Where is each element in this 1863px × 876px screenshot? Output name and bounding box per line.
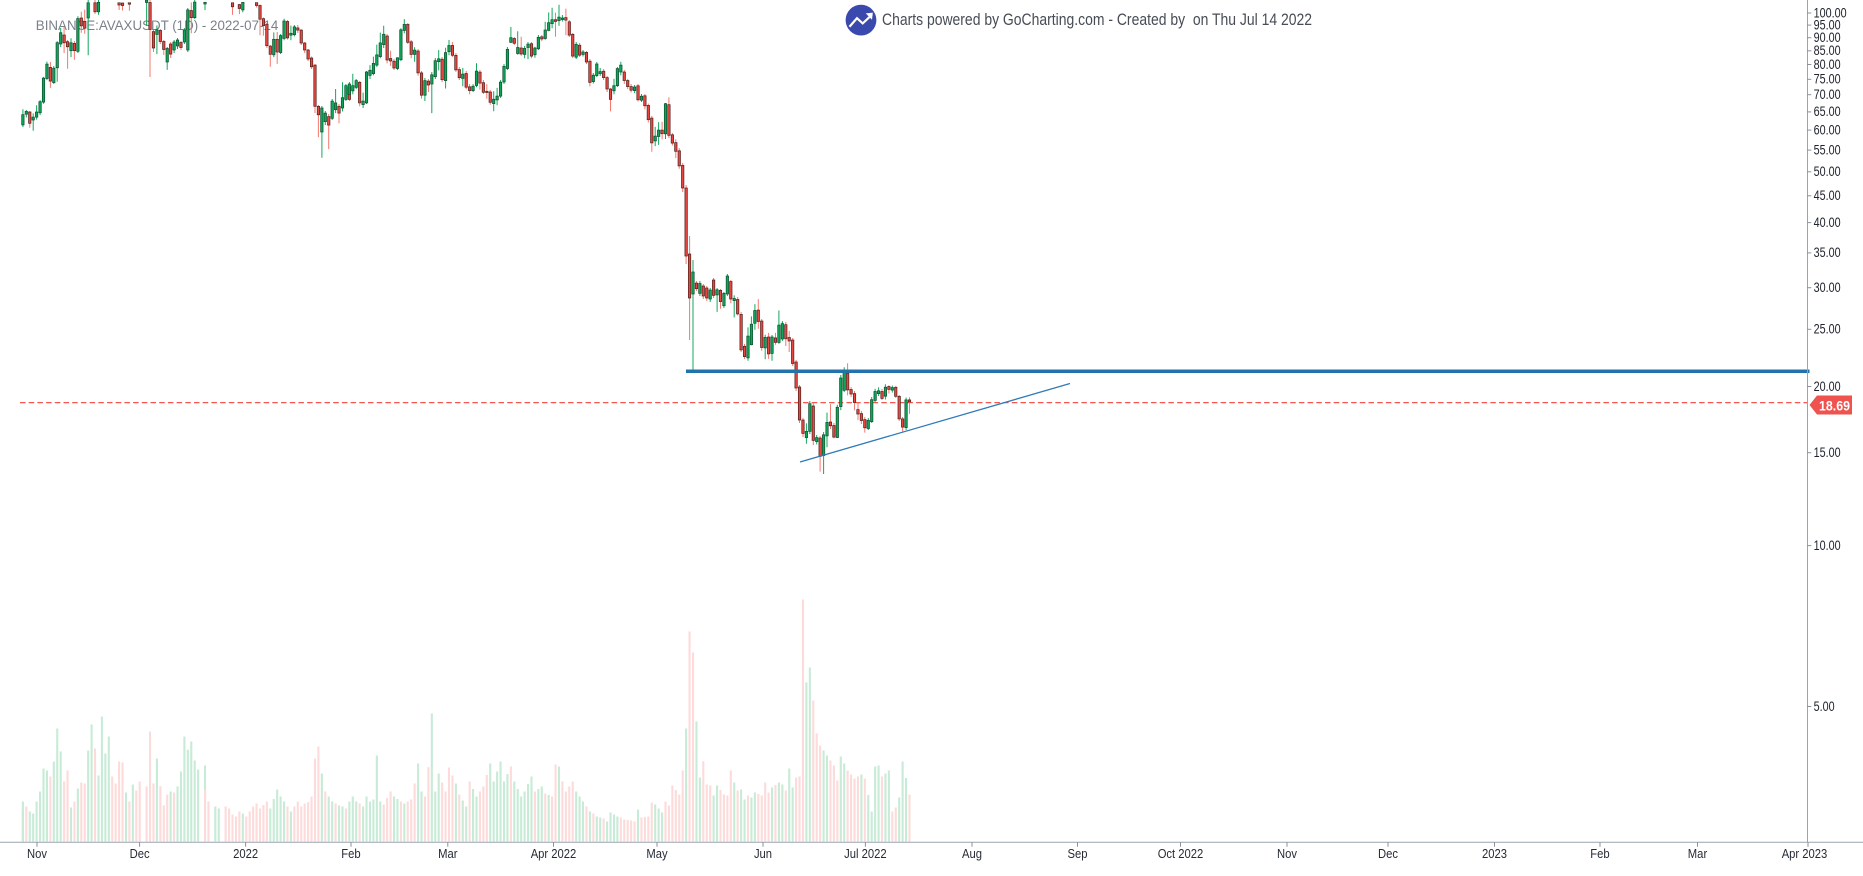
svg-text:30.00: 30.00 <box>1814 280 1841 295</box>
svg-text:15.00: 15.00 <box>1814 445 1841 460</box>
svg-text:45.00: 45.00 <box>1814 188 1841 203</box>
svg-text:Sep: Sep <box>1068 846 1088 861</box>
svg-text:2023: 2023 <box>1482 846 1507 861</box>
svg-text:100.00: 100.00 <box>1814 5 1847 20</box>
svg-text:18.69: 18.69 <box>1819 397 1850 413</box>
svg-text:90.00: 90.00 <box>1814 30 1841 45</box>
svg-text:Dec: Dec <box>130 846 150 861</box>
svg-text:2022: 2022 <box>233 846 258 861</box>
svg-text:Apr 2023: Apr 2023 <box>1782 846 1828 861</box>
svg-text:Feb: Feb <box>1590 846 1609 861</box>
svg-text:70.00: 70.00 <box>1814 87 1841 102</box>
svg-text:65.00: 65.00 <box>1814 104 1841 119</box>
svg-text:60.00: 60.00 <box>1814 122 1841 137</box>
svg-text:75.00: 75.00 <box>1814 72 1841 87</box>
svg-text:Jul 2022: Jul 2022 <box>844 846 887 861</box>
svg-text:Feb: Feb <box>341 846 360 861</box>
svg-text:20.00: 20.00 <box>1814 379 1841 394</box>
svg-text:50.00: 50.00 <box>1814 164 1841 179</box>
svg-text:35.00: 35.00 <box>1814 245 1841 260</box>
svg-text:80.00: 80.00 <box>1814 57 1841 72</box>
svg-text:10.00: 10.00 <box>1814 538 1841 553</box>
svg-text:Charts powered by GoCharting.c: Charts powered by GoCharting.com - Creat… <box>882 10 1312 29</box>
svg-text:Apr 2022: Apr 2022 <box>531 846 577 861</box>
svg-text:55.00: 55.00 <box>1814 142 1841 157</box>
svg-text:Oct 2022: Oct 2022 <box>1158 846 1204 861</box>
svg-text:Dec: Dec <box>1378 846 1398 861</box>
svg-text:May: May <box>646 846 668 861</box>
svg-text:Aug: Aug <box>962 846 982 861</box>
svg-text:25.00: 25.00 <box>1814 322 1841 337</box>
svg-text:5.00: 5.00 <box>1814 699 1835 714</box>
svg-text:Jun: Jun <box>754 846 772 861</box>
svg-text:Nov: Nov <box>27 846 47 861</box>
svg-text:Mar: Mar <box>1688 846 1708 861</box>
svg-text:85.00: 85.00 <box>1814 43 1841 58</box>
svg-text:40.00: 40.00 <box>1814 215 1841 230</box>
svg-text:Nov: Nov <box>1277 846 1297 861</box>
svg-text:95.00: 95.00 <box>1814 17 1841 32</box>
svg-text:Mar: Mar <box>438 846 458 861</box>
